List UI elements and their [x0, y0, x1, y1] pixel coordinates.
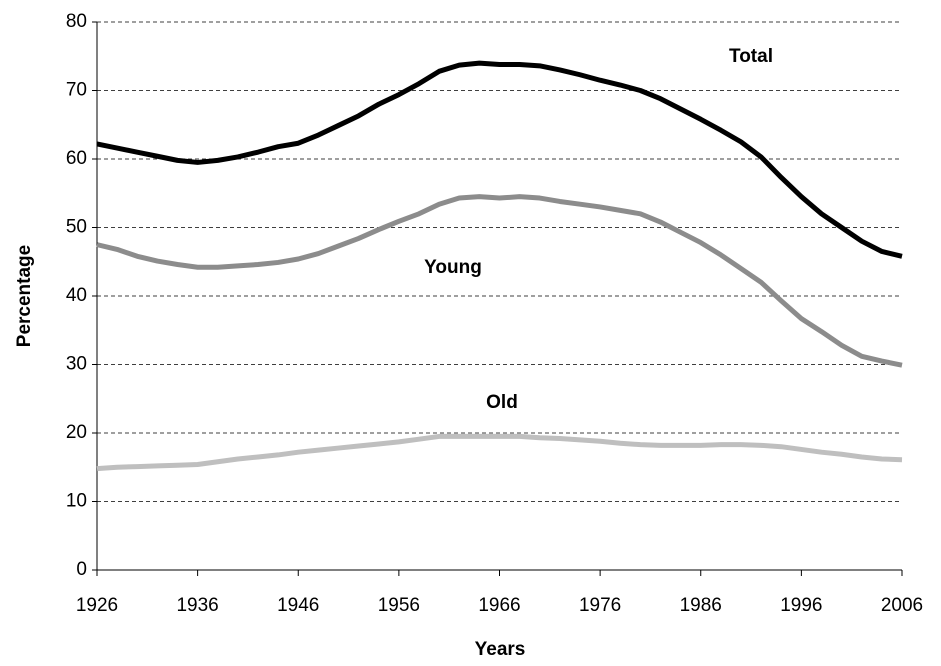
- y-tick-label: 0: [76, 559, 87, 580]
- y-tick-label: 80: [66, 11, 87, 32]
- x-tick-label: 1956: [378, 595, 420, 616]
- y-tick-label: 60: [66, 148, 87, 169]
- series-label: Total: [729, 46, 773, 67]
- x-tick-label: 1976: [579, 595, 621, 616]
- y-tick-label: 70: [66, 80, 87, 101]
- x-tick-label: 1966: [478, 595, 520, 616]
- x-tick-label: 1986: [680, 595, 722, 616]
- series-label: Young: [424, 257, 482, 278]
- x-tick-label: 1946: [277, 595, 319, 616]
- series-line: [96, 194, 903, 368]
- y-tick-label: 20: [66, 422, 87, 443]
- x-tick-label: 1936: [176, 595, 218, 616]
- y-tick-label: 30: [66, 354, 87, 375]
- series-line: [96, 60, 903, 259]
- y-axis-label: Percentage: [14, 245, 35, 347]
- y-tick-label: 50: [66, 217, 87, 238]
- y-tick-label: 10: [66, 491, 87, 512]
- x-tick-label: 2006: [881, 595, 923, 616]
- x-axis-label: Years: [475, 639, 526, 660]
- x-tick-label: 1926: [76, 595, 118, 616]
- series-label: Old: [486, 392, 518, 413]
- series-line: [96, 433, 903, 472]
- y-tick-label: 40: [66, 285, 87, 306]
- x-tick-label: 1996: [780, 595, 822, 616]
